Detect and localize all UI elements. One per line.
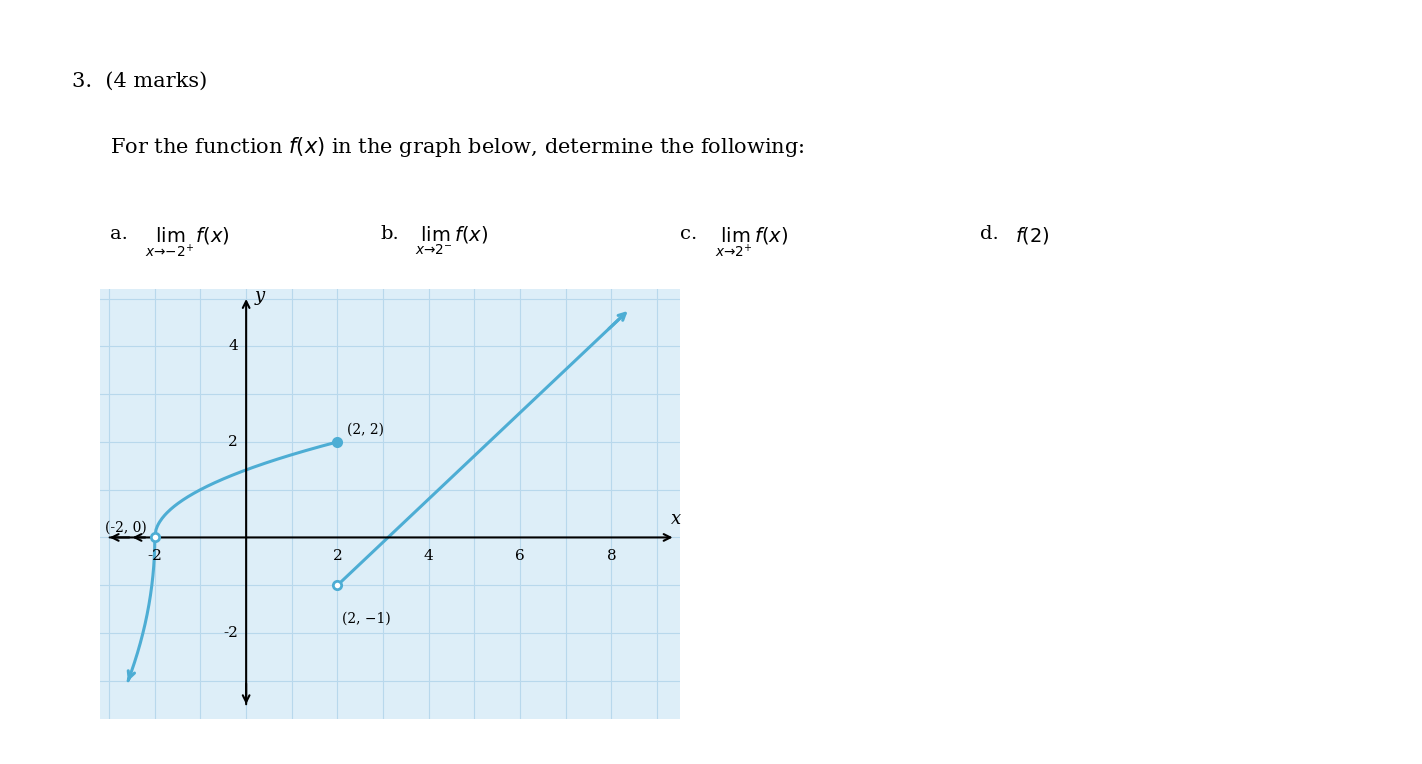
Text: $\lim_{x\to 2^-} f(x)$: $\lim_{x\to 2^-} f(x)$ [415,225,488,257]
Text: x: x [671,510,681,528]
Text: 4: 4 [228,339,237,353]
Text: 6: 6 [515,549,525,563]
Text: 4: 4 [424,549,434,563]
Text: (-2, 0): (-2, 0) [105,521,146,535]
Text: For the function $f(x)$ in the graph below, determine the following:: For the function $f(x)$ in the graph bel… [109,135,805,159]
Text: -2: -2 [223,626,237,640]
Text: $\lim_{x\to -2^+} f(x)$: $\lim_{x\to -2^+} f(x)$ [145,225,230,259]
Text: (2, 2): (2, 2) [347,423,384,437]
Text: $\lim_{x\to 2^+} f(x)$: $\lim_{x\to 2^+} f(x)$ [715,225,788,259]
Text: 8: 8 [607,549,616,563]
Text: -2: -2 [148,549,162,563]
Text: (2, −1): (2, −1) [343,611,391,626]
Text: c.: c. [680,225,697,243]
Text: 2: 2 [228,435,237,449]
Text: 2: 2 [333,549,343,563]
Text: 3.  (4 marks): 3. (4 marks) [73,72,208,91]
Text: a.: a. [109,225,128,243]
Text: y: y [255,287,264,305]
Text: b.: b. [380,225,398,243]
Text: d.: d. [980,225,998,243]
Text: $f(2)$: $f(2)$ [1015,225,1049,246]
